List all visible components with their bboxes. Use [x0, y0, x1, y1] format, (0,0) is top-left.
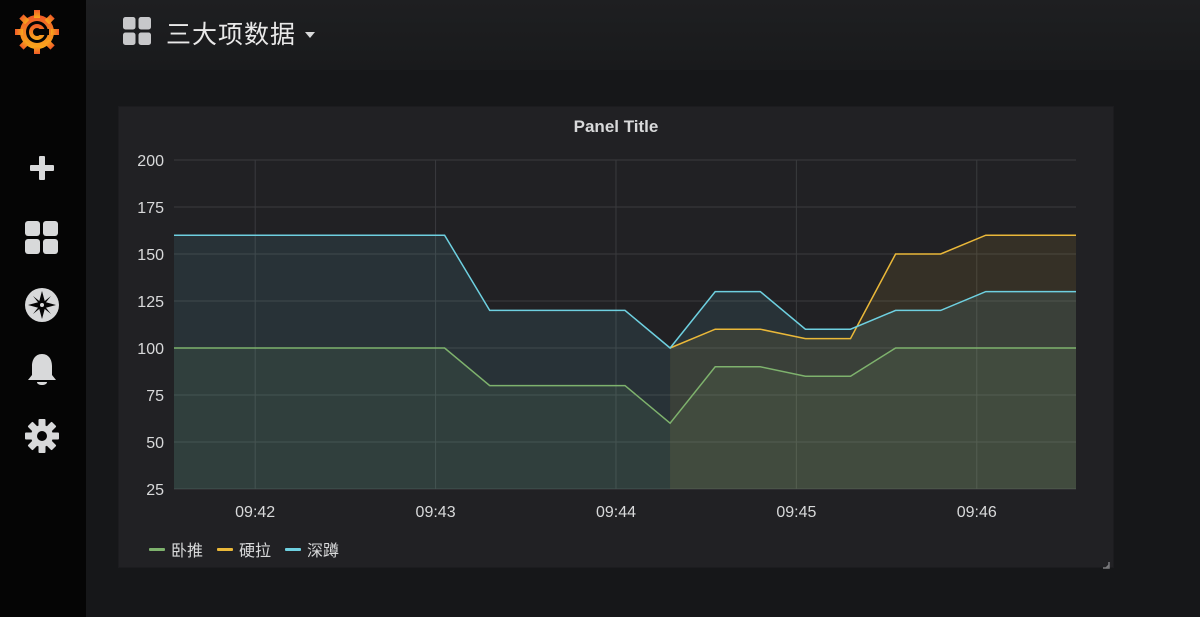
y-tick-label: 50 — [146, 435, 164, 452]
series-line-2 — [174, 234, 1076, 350]
dashboard-navbar: 三大项数据 — [86, 0, 1200, 70]
y-tick-label: 150 — [137, 247, 164, 264]
panel-resize-handle[interactable] — [1102, 556, 1110, 569]
side-menu — [0, 0, 86, 617]
legend-swatch — [149, 547, 165, 551]
y-tick-label: 75 — [146, 388, 164, 405]
dashboard-grid-icon[interactable] — [22, 218, 62, 258]
panel-title[interactable]: Panel Title — [573, 117, 659, 136]
main-area: 三大项数据 Panel Title 25 50 75 100 125 150 175 200 0… — [86, 0, 1200, 617]
gear-icon[interactable] — [22, 416, 62, 456]
legend-label: 硬拉 — [239, 543, 272, 560]
legend-item[interactable]: 硬拉 — [217, 537, 271, 561]
dashboard-grid-icon — [122, 16, 152, 51]
bell-icon[interactable] — [22, 350, 62, 390]
y-tick-label: 200 — [137, 153, 164, 170]
graph-panel: Panel Title 25 50 75 100 125 150 175 200 09:42 09… — [118, 106, 1115, 569]
series-line-1 — [669, 234, 1076, 349]
series-line-0 — [174, 347, 1076, 425]
x-tick-label: 09:45 — [776, 504, 816, 521]
y-tick-label: 175 — [137, 200, 164, 217]
x-tick-label: 09:43 — [416, 504, 456, 521]
y-tick-label: 100 — [137, 341, 164, 358]
legend-swatch — [285, 547, 302, 551]
x-tick-label: 09:44 — [596, 504, 636, 521]
series-area-0 — [174, 348, 1076, 489]
legend-item[interactable]: 卧推 — [149, 537, 203, 561]
dashboard-picker[interactable]: 三大项数据 — [122, 15, 316, 51]
legend-label: 卧推 — [171, 543, 204, 560]
create-plus-icon[interactable] — [22, 148, 62, 188]
series-area-2 — [174, 235, 1076, 489]
compass-icon[interactable] — [22, 285, 62, 325]
legend-label: 深蹲 — [307, 543, 340, 560]
x-tick-label: 09:42 — [235, 504, 275, 521]
y-tick-label: 125 — [137, 294, 164, 311]
caret-down-icon[interactable] — [304, 26, 316, 44]
legend-item[interactable]: 深蹲 — [285, 537, 339, 561]
legend-swatch — [217, 547, 234, 551]
graph-chart[interactable]: 25 50 75 100 125 150 175 200 09:42 09:43 09:44 09:4… — [119, 107, 1115, 569]
grafana-logo-icon[interactable] — [14, 8, 60, 54]
graph-legend: 卧推 硬拉 深蹲 — [149, 537, 353, 561]
x-tick-label: 09:46 — [957, 504, 997, 521]
dashboard-title[interactable]: 三大项数据 — [166, 21, 297, 49]
y-tick-label: 25 — [146, 482, 164, 499]
